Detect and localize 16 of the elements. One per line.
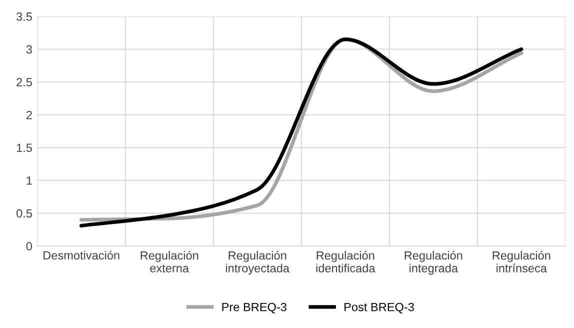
- y-tick-label: 0.5: [16, 209, 32, 218]
- y-tick-label: 3: [26, 45, 32, 54]
- y-tick-label: 2: [26, 110, 32, 120]
- y-tick-label: 0: [26, 242, 32, 250]
- x-tick-label: Regulación introyectada: [226, 250, 290, 275]
- x-tick-label: Regulación integrada: [404, 250, 462, 275]
- y-tick-label: 3.5: [16, 12, 32, 21]
- x-tick-label: Regulación identificada: [316, 250, 376, 272]
- x-tick-label: Regulación intrínseca: [492, 250, 550, 272]
- legend-label: Post BREQ-3: [344, 302, 414, 314]
- y-tick-label: 1: [26, 176, 32, 185]
- y-tick-label: 1.5: [16, 144, 32, 152]
- x-tick-label: Desmotivación: [44, 250, 120, 260]
- y-tick-label: 2.5: [16, 78, 32, 86]
- x-tick-label: Regulación externa: [140, 250, 198, 272]
- legend-label: Pre BREQ-3: [222, 302, 286, 314]
